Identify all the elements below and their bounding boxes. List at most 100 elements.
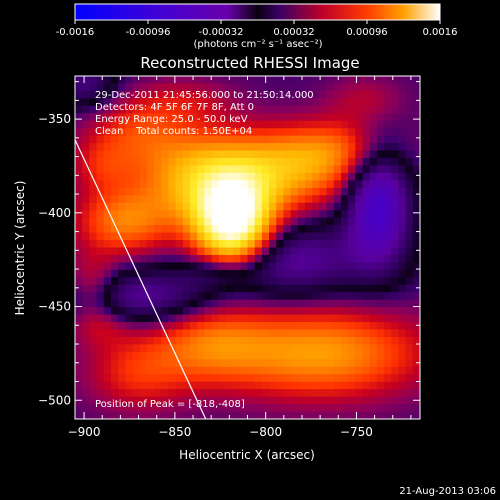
heatmap-cell [261,307,270,316]
heatmap-cell [276,396,285,405]
heatmap-cell [412,389,420,398]
heatmap-cell [405,329,414,338]
heatmap-cell [247,128,256,137]
heatmap-cell [297,165,306,174]
heatmap-cell [218,120,227,129]
heatmap-cell [391,411,400,419]
heatmap-cell [297,299,306,308]
heatmap-cell [340,120,349,129]
heatmap-cell [110,143,119,152]
heatmap-cell [297,187,306,196]
heatmap-cell [276,83,285,92]
heatmap-cell [118,98,126,107]
heatmap-cell [89,225,98,234]
heatmap-cell [297,202,306,211]
heatmap-cell [405,389,414,398]
heatmap-cell [146,351,155,360]
heatmap-cell [348,187,356,196]
heatmap-cell [75,307,83,316]
heatmap-cell [398,180,407,189]
heatmap-cell [369,195,378,204]
heatmap-cell [312,351,320,360]
heatmap-cell [369,307,378,316]
heatmap-cell [182,322,191,331]
heatmap-cell [132,314,141,323]
heatmap-cell [175,105,184,114]
heatmap-cell [412,336,420,346]
heatmap-cell [269,389,277,398]
heatmap-cell [211,336,220,346]
heatmap-cell [175,98,184,107]
heatmap-cell [398,187,407,196]
heatmap-cell [319,113,328,122]
heatmap-cell [398,277,407,286]
heatmap-cell [168,210,177,219]
heatmap-cell [312,128,320,137]
heatmap-image [75,76,420,419]
heatmap-cell [333,195,342,204]
heatmap-cell [75,90,83,99]
heatmap-cell [326,366,335,375]
heatmap-cell [204,247,213,256]
heatmap-cell [398,381,407,390]
heatmap-cell [305,113,313,122]
heatmap-cell [233,105,241,114]
heatmap-cell [369,113,378,122]
heatmap-cell [125,150,134,159]
heatmap-cell [283,269,292,278]
heatmap-cell [355,202,364,211]
heatmap-cell [118,336,126,346]
heatmap-cell [398,254,407,264]
heatmap-cell [312,165,320,174]
heatmap-cell [412,180,420,189]
heatmap-cell [96,143,105,152]
heatmap-cell [376,322,385,331]
heatmap-cell [305,262,313,271]
heatmap-cell [110,232,119,241]
heatmap-cell [297,232,306,241]
heatmap-cell [254,247,263,256]
heatmap-cell [168,83,177,92]
heatmap-cell [276,344,285,353]
heatmap-cell [168,143,177,152]
heatmap-cell [333,254,342,264]
heatmap-cell [75,76,83,85]
heatmap-cell [154,232,162,241]
heatmap-cell [103,247,112,256]
heatmap-cell [211,150,220,159]
heatmap-cell [412,98,420,107]
heatmap-cell [247,158,256,167]
heatmap-cell [391,351,400,360]
heatmap-cell [132,202,141,211]
heatmap-cell [103,202,112,211]
heatmap-cell [218,195,227,204]
heatmap-cell [82,299,90,308]
heatmap-cell [247,172,256,181]
heatmap-cell [204,277,213,286]
heatmap-cell [369,210,378,219]
heatmap-cell [340,150,349,159]
heatmap-cell [283,381,292,390]
heatmap-cell [82,262,90,271]
heatmap-cell [269,180,277,189]
heatmap-cell [75,83,83,92]
heatmap-cell [103,195,112,204]
heatmap-cell [204,90,213,99]
heatmap-cell [319,344,328,353]
heatmap-cell [82,165,90,174]
heatmap-cell [376,76,385,85]
heatmap-cell [240,232,249,241]
heatmap-cell [225,180,234,189]
heatmap-cell [139,254,148,264]
heatmap-cell [240,128,249,137]
heatmap-cell [154,269,162,278]
heatmap-cell [412,292,420,301]
heatmap-cell [89,143,98,152]
heatmap-cell [362,307,371,316]
heatmap-cell [146,254,155,264]
heatmap-cell [96,158,105,167]
heatmap-cell [218,232,227,241]
heatmap-cell [103,76,112,85]
heatmap-cell [376,113,385,122]
heatmap-cell [290,269,299,278]
